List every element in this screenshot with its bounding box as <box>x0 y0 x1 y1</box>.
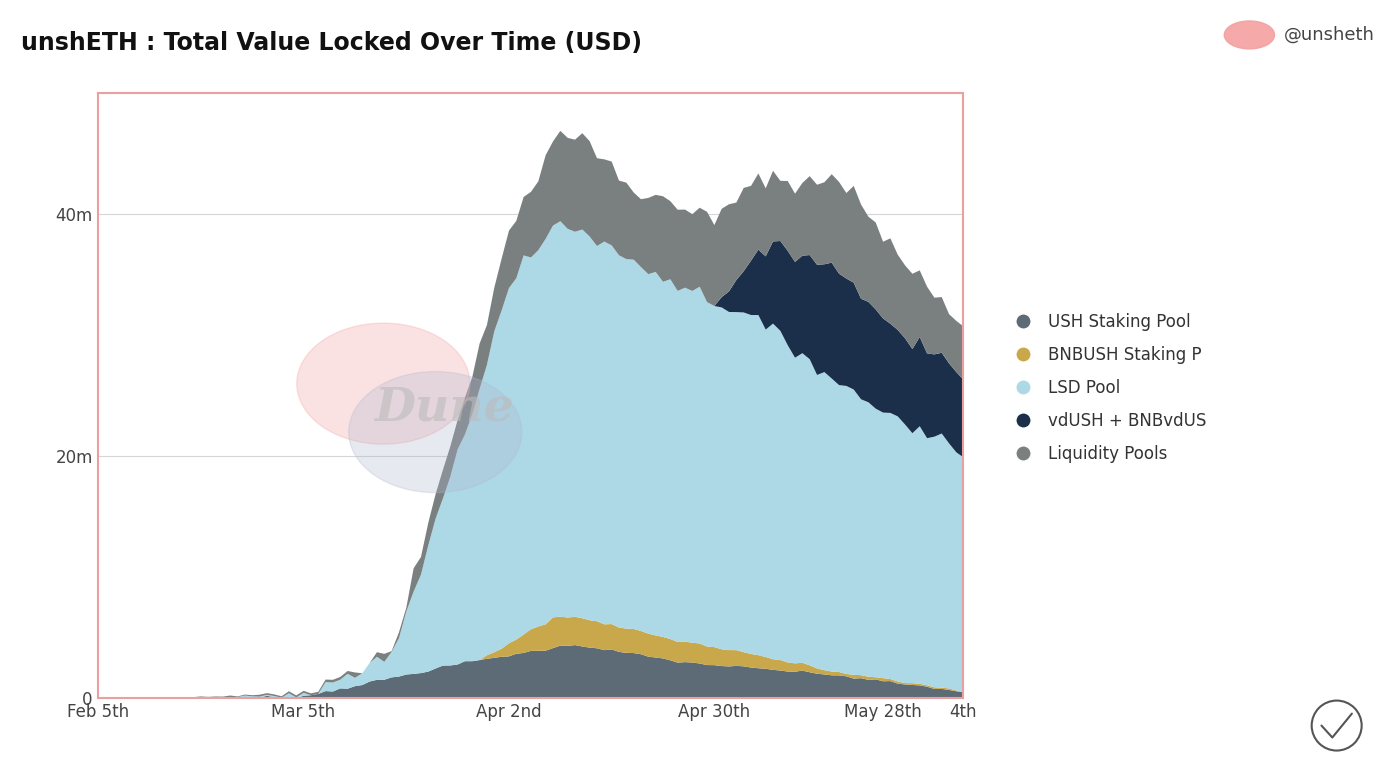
Text: unshETH : Total Value Locked Over Time (USD): unshETH : Total Value Locked Over Time (… <box>21 31 642 55</box>
Circle shape <box>297 323 470 444</box>
Text: @unsheth: @unsheth <box>1284 26 1375 44</box>
Legend: USH Staking Pool, BNBUSH Staking P, LSD Pool, vdUSH + BNBvdUS, Liquidity Pools: USH Staking Pool, BNBUSH Staking P, LSD … <box>1000 307 1213 469</box>
Circle shape <box>349 372 522 493</box>
Text: Dune: Dune <box>374 385 514 431</box>
